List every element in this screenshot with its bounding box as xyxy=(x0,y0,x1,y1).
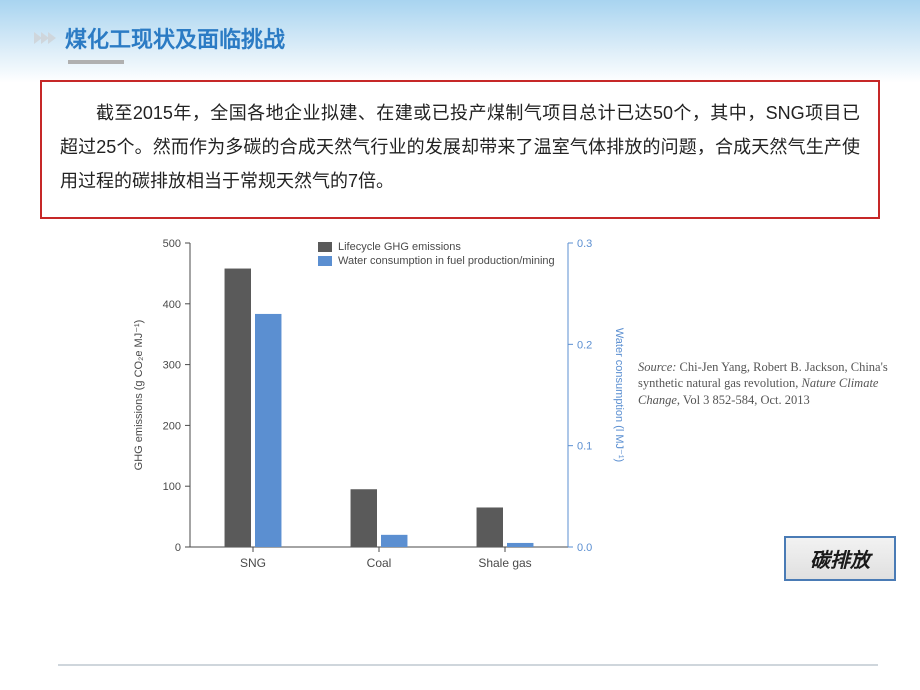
legend-label-1: Lifecycle GHG emissions xyxy=(338,241,461,253)
svg-text:Coal: Coal xyxy=(367,556,392,570)
chevron-icon xyxy=(34,32,55,44)
source-prefix: Source: xyxy=(638,360,680,374)
source-rest: , Vol 3 852-584, Oct. 2013 xyxy=(677,393,810,407)
slide-title: 煤化工现状及面临挑战 xyxy=(65,22,285,54)
svg-text:0.2: 0.2 xyxy=(577,339,592,351)
svg-text:0.0: 0.0 xyxy=(577,542,592,554)
svg-text:0.1: 0.1 xyxy=(577,440,592,452)
footer-divider xyxy=(58,664,878,666)
carbon-badge: 碳排放 xyxy=(784,536,896,581)
content-row: 0 100 200 300 400 500 0.0 0.1 0.2 0.3 SNG Coal Shale… xyxy=(0,227,920,587)
svg-text:0.3: 0.3 xyxy=(577,238,592,250)
svg-text:100: 100 xyxy=(163,481,181,493)
svg-text:Water consumption (l MJ⁻¹): Water consumption (l MJ⁻¹) xyxy=(613,327,625,461)
svg-text:0: 0 xyxy=(175,542,181,554)
svg-text:200: 200 xyxy=(163,420,181,432)
badge-label: 碳排放 xyxy=(810,550,870,572)
chart-legend: Lifecycle GHG emissions Water consumptio… xyxy=(318,241,555,269)
paragraph-text: 截至2015年，全国各地企业拟建、在建或已投产煤制气项目总计已达50个，其中，S… xyxy=(60,96,860,199)
svg-text:SNG: SNG xyxy=(240,556,266,570)
svg-text:400: 400 xyxy=(163,298,181,310)
svg-text:300: 300 xyxy=(163,359,181,371)
source-authors: Chi-Jen Yang, Robert B. Jackson, xyxy=(680,360,851,374)
svg-text:500: 500 xyxy=(163,238,181,250)
svg-text:GHG emissions (g CO₂e MJ⁻¹): GHG emissions (g CO₂e MJ⁻¹) xyxy=(133,319,145,470)
slide-header: 煤化工现状及面临挑战 xyxy=(0,0,920,54)
legend-label-2: Water consumption in fuel production/min… xyxy=(338,255,555,267)
bar-chart: 0 100 200 300 400 500 0.0 0.1 0.2 0.3 SNG Coal Shale… xyxy=(120,227,630,587)
highlight-text-box: 截至2015年，全国各地企业拟建、在建或已投产煤制气项目总计已达50个，其中，S… xyxy=(40,80,880,219)
right-column: Source: Chi-Jen Yang, Robert B. Jackson,… xyxy=(638,227,908,587)
title-underline xyxy=(68,60,124,64)
source-citation: Source: Chi-Jen Yang, Robert B. Jackson,… xyxy=(638,359,908,410)
svg-text:Shale gas: Shale gas xyxy=(478,556,531,570)
